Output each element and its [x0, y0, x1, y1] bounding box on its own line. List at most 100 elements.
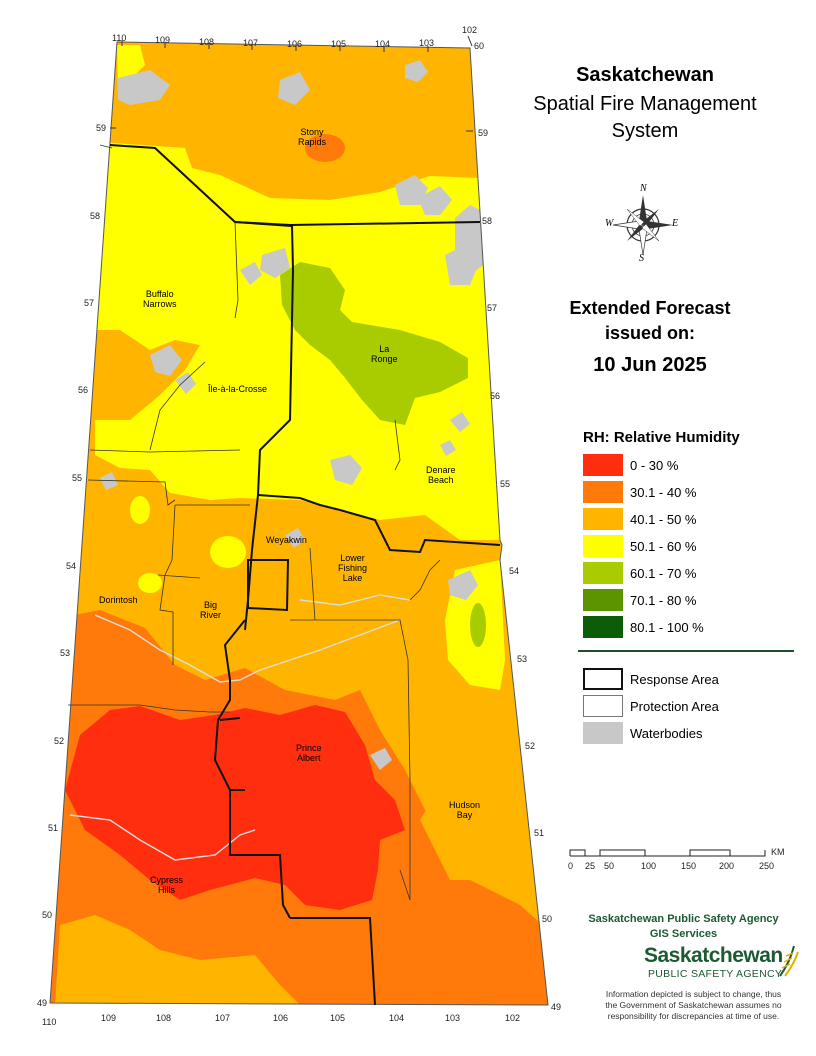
legend-label: Protection Area [630, 698, 719, 714]
forecast-line2: issued on: [604, 323, 695, 343]
scale-tick: 50 [604, 861, 615, 871]
scale-unit: KM [771, 847, 785, 857]
place-cypress-hills: Cypress Hills [150, 875, 184, 895]
lat-label-left: 49 [37, 998, 48, 1008]
map-subtitle-line2: System [611, 120, 679, 142]
scale-tick: 150 [681, 861, 697, 871]
disclaimer: Information depicted is subject to chang… [586, 989, 801, 1022]
graticule-ticks [110, 35, 473, 132]
lat-label-left: 50 [42, 910, 53, 920]
place-hudson-bay: Hudson Bay [449, 800, 481, 820]
rh-patch [138, 573, 162, 593]
wheat-logo-icon [779, 945, 799, 977]
lon-label-top: 103 [419, 38, 435, 48]
lat-label-right: 60 [474, 41, 485, 51]
lat-label-right: 59 [478, 128, 489, 138]
legend-label: 80.1 - 100 % [630, 619, 704, 635]
lon-label-bottom: 107 [215, 1013, 231, 1023]
scale-tick: 25 [585, 861, 596, 871]
legend-swatch [583, 616, 623, 638]
legend-item-50-60: 50.1 - 60 % [583, 535, 697, 557]
scale-tick: 200 [719, 861, 735, 871]
lon-label-bottom: 106 [273, 1013, 289, 1023]
lat-label-left: 59 [96, 123, 107, 133]
lon-label-top: 105 [331, 39, 347, 49]
legend-item-response-area: Response Area [583, 668, 719, 690]
legend-item-40-50: 40.1 - 50 % [583, 508, 697, 530]
lat-label-left: 55 [72, 473, 83, 483]
lon-label-top: 108 [199, 37, 215, 47]
agency-name: Saskatchewan Public Safety Agency [588, 913, 779, 925]
place-buffalo-narrows: Buffalo Narrows [143, 289, 177, 309]
lat-label-right: 54 [509, 566, 520, 576]
lat-label-right: 55 [500, 479, 511, 489]
place-prince-albert: Prince Albert [296, 743, 322, 763]
lon-label-top: 104 [375, 39, 391, 49]
map-subtitle-line1: Spatial Fire Management [533, 93, 757, 115]
compass-rose [612, 195, 673, 256]
response-area-boundaries [109, 144, 501, 1006]
place-ile-a-la-crosse: Île-à-la-Crosse [208, 384, 268, 394]
lon-label-top: 107 [243, 38, 259, 48]
rh-patch [210, 536, 246, 568]
compass-w-label: W [605, 218, 614, 229]
lon-label-bottom: 105 [330, 1013, 346, 1023]
legend-label: 40.1 - 50 % [630, 511, 697, 527]
place-dorintosh: Dorintosh [99, 595, 138, 605]
forecast-heading: Extended Forecast issued on: [540, 296, 760, 346]
lon-label-top: 110 [112, 33, 127, 43]
rh-surface [50, 42, 548, 1005]
scale-bar [569, 849, 766, 857]
lon-label-bottom: 103 [445, 1013, 461, 1023]
legend-swatch [583, 535, 623, 557]
rh-zone-60-70 [280, 262, 468, 425]
compass-n-label: N [640, 183, 647, 194]
lat-label-right: 58 [482, 216, 493, 226]
rh-patch [130, 496, 150, 524]
waterbodies [100, 60, 490, 770]
lat-label-right: 57 [487, 303, 498, 313]
lon-label-top: 102 [462, 25, 478, 35]
lat-label-left: 54 [66, 561, 77, 571]
map-title: Saskatchewan [576, 64, 714, 86]
scale-tick: 0 [568, 861, 574, 871]
province-outline [49, 41, 549, 1006]
map-subtitle: Spatial Fire Management System [505, 91, 785, 145]
place-weyakwin: Weyakwin [266, 535, 307, 545]
lat-label-left: 53 [60, 648, 71, 658]
lat-label-left: 56 [78, 385, 89, 395]
lat-label-left: 58 [90, 211, 101, 221]
lat-label-left: 52 [54, 736, 65, 746]
lat-label-right: 51 [534, 828, 545, 838]
place-lower-fishing-lake: Lower Fishing Lake [338, 553, 368, 583]
legend-swatch [583, 722, 623, 744]
lon-label-bottom: 110 [42, 1017, 57, 1027]
agency-credit: Saskatchewan Public Safety Agency GIS Se… [576, 912, 791, 942]
lat-label-right: 50 [542, 914, 553, 924]
legend-swatch [583, 668, 623, 690]
legend-item-0-30: 0 - 30 % [583, 454, 678, 476]
agency-logo-subtext: PUBLIC SAFETY AGENCY [648, 968, 783, 980]
scale-tick: 100 [641, 861, 657, 871]
legend-title: RH: Relative Humidity [583, 429, 740, 446]
legend-item-protection-area: Protection Area [583, 695, 719, 717]
forecast-date: 10 Jun 2025 [593, 354, 707, 376]
lon-label-top: 106 [287, 39, 303, 49]
disclaimer-line: Information depicted is subject to chang… [605, 989, 782, 999]
legend-item-70-80: 70.1 - 80 % [583, 589, 697, 611]
legend-swatch [583, 589, 623, 611]
rh-zone-40-50-south [55, 915, 300, 1005]
legend-label: 50.1 - 60 % [630, 538, 697, 554]
legend-item-60-70: 60.1 - 70 % [583, 562, 697, 584]
legend-swatch [583, 454, 623, 476]
legend-item-waterbodies: Waterbodies [583, 722, 703, 744]
legend-label: Waterbodies [630, 725, 703, 741]
legend-swatch [583, 481, 623, 503]
legend-label: Response Area [630, 671, 719, 687]
place-denare-beach: Denare Beach [426, 465, 456, 485]
disclaimer-line: responsibility for discrepancies at time… [607, 1011, 780, 1021]
place-big-river: Big River [200, 600, 222, 620]
agency-logo-text: Saskatchewan [644, 944, 783, 967]
rh-zone-50-60 [95, 142, 505, 540]
rivers [69, 594, 411, 861]
